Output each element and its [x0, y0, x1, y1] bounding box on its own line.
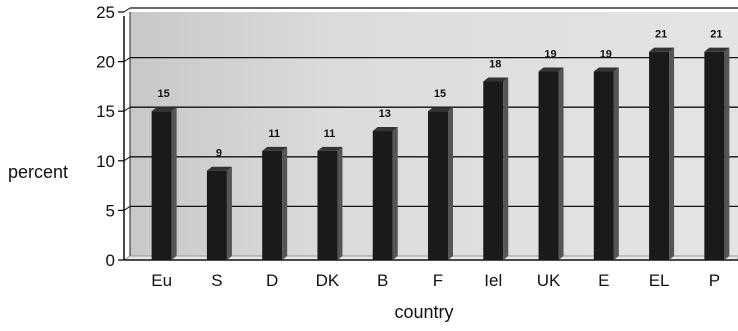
bar [428, 107, 453, 260]
x-tick-label: P [709, 271, 720, 290]
bar-front [262, 150, 283, 260]
bar-side [282, 146, 288, 260]
y-tick-label: 25 [96, 3, 115, 22]
bar-side [558, 67, 564, 261]
bar-front [206, 170, 227, 260]
bar-front [538, 71, 559, 261]
bar-side [669, 47, 675, 261]
gridline-depth [123, 156, 131, 162]
bar-top [649, 47, 675, 52]
data-label: 19 [600, 49, 612, 61]
bar [372, 127, 398, 260]
bar-front [483, 81, 504, 260]
bar [262, 146, 288, 260]
y-tick-label: 5 [106, 201, 115, 220]
gridline-depth [123, 205, 131, 211]
bar-top [428, 107, 453, 112]
x-tick-label: Iel [484, 271, 502, 290]
y-tick-label: 0 [106, 251, 115, 270]
bar-top [538, 67, 564, 72]
bar-front [317, 150, 338, 260]
bar-side [724, 47, 730, 261]
bar-front [704, 51, 725, 261]
bar [649, 47, 675, 261]
bar-side [226, 166, 232, 260]
bars [151, 47, 730, 261]
bar-side [613, 67, 619, 261]
bar-side [171, 107, 177, 260]
bar [538, 67, 564, 261]
bar-top [593, 67, 619, 72]
tick-labels: 0 5 10 15 20 25 Eu S D DK B F Iel UK E EL P [96, 3, 720, 290]
y-tick-label: 20 [96, 53, 115, 72]
bar-front [649, 51, 670, 261]
bar-top [483, 77, 509, 82]
x-tick-label: F [433, 271, 443, 290]
bar-front [428, 111, 448, 260]
data-label: 19 [544, 49, 556, 61]
bar-top [206, 166, 232, 171]
y-tick-label: 15 [96, 102, 115, 121]
data-label: 11 [324, 128, 336, 140]
bar-top [317, 146, 343, 151]
bar-front [372, 131, 393, 260]
data-label: 18 [489, 58, 501, 70]
data-label: 11 [268, 128, 280, 140]
x-axis-title: country [394, 302, 453, 322]
bar [317, 146, 343, 260]
bar-side [392, 127, 398, 260]
data-label: 13 [379, 108, 391, 120]
data-label: 21 [710, 29, 722, 41]
x-tick-label: B [377, 271, 388, 290]
bar [483, 77, 509, 260]
x-tick-label: DK [316, 271, 340, 290]
bar-top [704, 47, 730, 52]
bar-side [503, 77, 509, 260]
data-label: 15 [158, 88, 170, 100]
bar-top [372, 127, 398, 132]
bar [151, 107, 177, 260]
data-label: 21 [655, 29, 667, 41]
bar-top [262, 146, 288, 151]
gridline-depth [123, 106, 131, 112]
gridline-depth [123, 57, 131, 63]
bar [206, 166, 232, 260]
x-tick-label: D [266, 271, 278, 290]
bar-top [151, 107, 177, 112]
bar [593, 67, 619, 261]
x-tick-label: UK [537, 271, 561, 290]
data-labels: 15 9 11 11 13 15 18 19 19 21 21 [158, 29, 723, 160]
data-label: 9 [216, 148, 222, 160]
y-tick-label: 10 [96, 152, 115, 171]
bar-front [593, 71, 614, 261]
bar [704, 47, 730, 261]
gridline-depth [123, 7, 131, 13]
bar-side [337, 146, 343, 260]
x-tick-label: Eu [151, 271, 172, 290]
x-tick-label: EL [649, 271, 670, 290]
data-label: 15 [434, 88, 446, 100]
bar-front [151, 111, 172, 260]
y-axis-title: percent [8, 162, 68, 182]
bar-side [448, 107, 453, 260]
x-tick-label: E [598, 271, 609, 290]
x-tick-label: S [211, 271, 222, 290]
